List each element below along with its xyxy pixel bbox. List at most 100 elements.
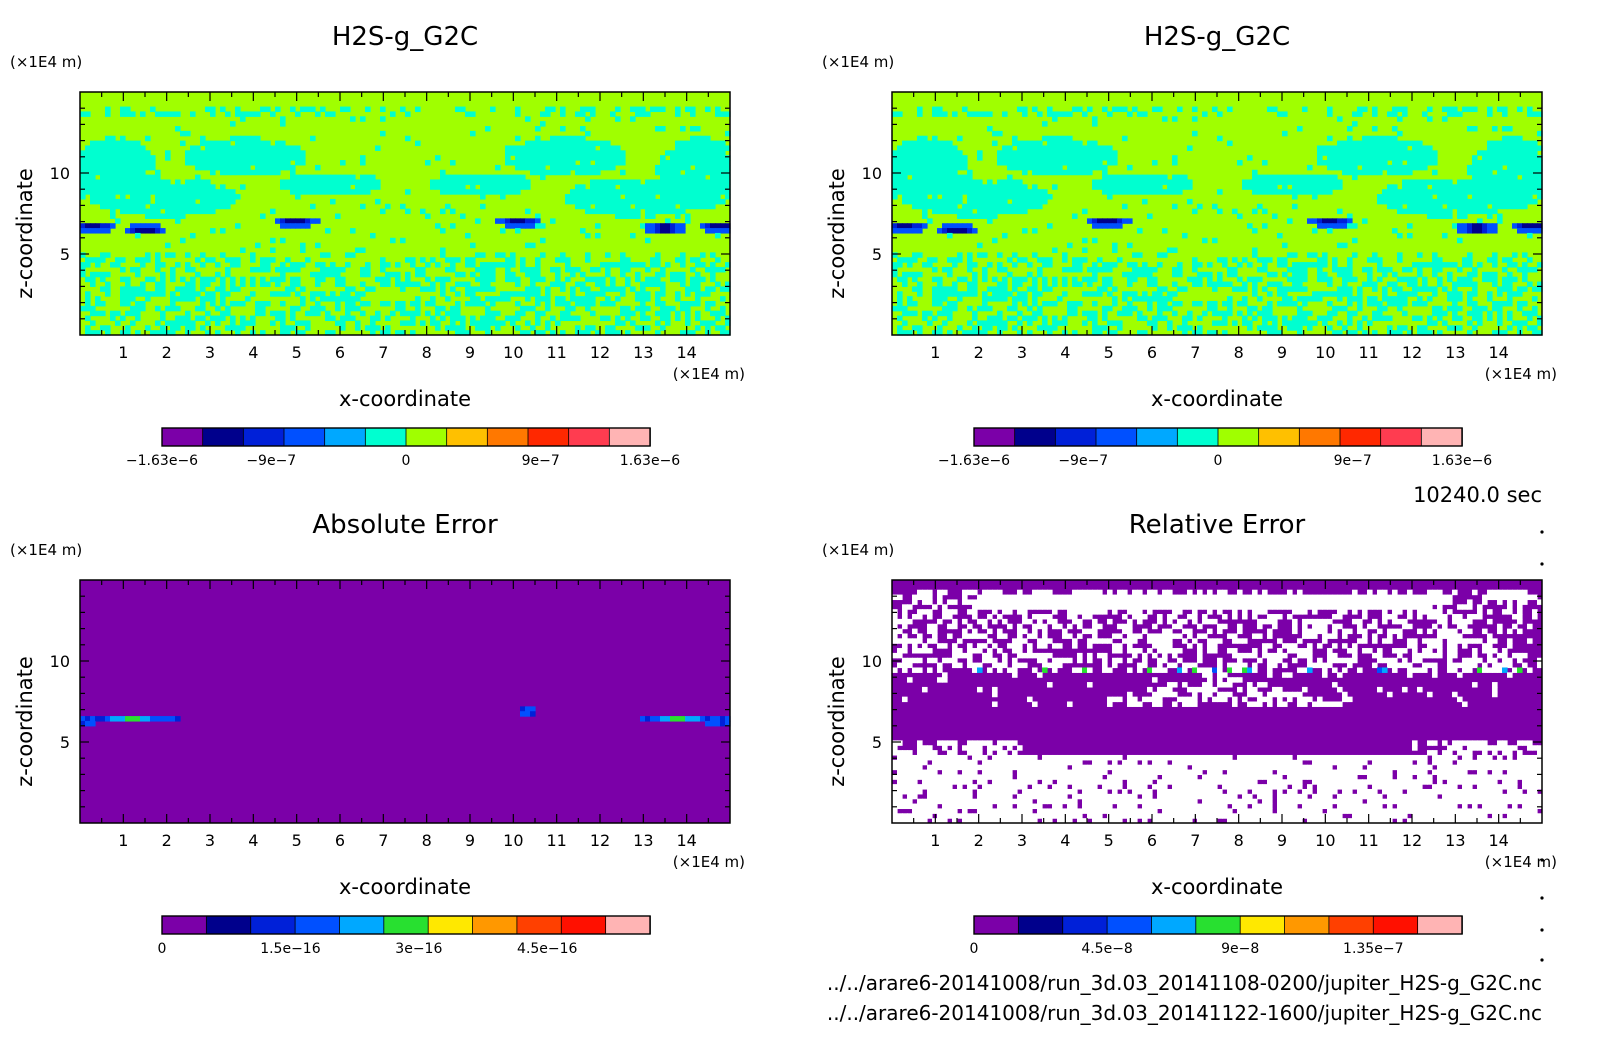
colorbar-swatch (1340, 428, 1381, 446)
x-tick-label: 8 (422, 343, 432, 362)
colorbar-swatch (1373, 916, 1418, 934)
x-tick-label: 11 (546, 831, 566, 850)
panel-title: H2S-g_G2C (332, 22, 478, 52)
colorbar-swatch (1096, 428, 1137, 446)
y-tick-label: 5 (60, 733, 70, 752)
x-tick-label: 10 (1315, 343, 1335, 362)
x-tick-label: 10 (503, 343, 523, 362)
x-tick-label: 6 (335, 343, 345, 362)
x-tick-label: 1 (930, 831, 940, 850)
x-tick-label: 1 (118, 343, 128, 362)
colorbar-swatch (1063, 916, 1108, 934)
x-tick-label: 3 (1017, 831, 1027, 850)
y-unit-label: (×1E4 m) (10, 53, 82, 71)
y-tick-label: 5 (60, 245, 70, 264)
x-tick-label: 9 (465, 343, 475, 362)
colorbar-label: 1.35e−7 (1343, 941, 1403, 957)
colorbar-swatch (206, 916, 251, 934)
colorbar-swatch (1177, 428, 1218, 446)
y-tick-label: 5 (872, 245, 882, 264)
edge-dot (1540, 958, 1543, 961)
x-tick-label: 11 (1358, 343, 1378, 362)
y-tick-label: 10 (862, 652, 882, 671)
footer-file-2: ../../arare6-20141008/run_3d.03_20141122… (827, 1001, 1542, 1025)
colorbar-swatch (1018, 916, 1063, 934)
colorbar-swatch (1055, 428, 1096, 446)
edge-dot (1540, 530, 1543, 533)
colorbar-swatch (251, 916, 296, 934)
colorbar-swatch (1151, 916, 1196, 934)
colorbar-swatch (295, 916, 340, 934)
x-tick-label: 13 (1445, 343, 1465, 362)
x-axis-label: x-coordinate (1151, 875, 1283, 899)
x-tick-label: 7 (1190, 343, 1200, 362)
colorbar-swatch (162, 428, 203, 446)
colorbar-swatch (609, 428, 650, 446)
colorbar-swatch (1381, 428, 1422, 446)
footer-file-1: ../../arare6-20141008/run_3d.03_20141108… (827, 971, 1542, 995)
x-tick-label: 14 (1488, 831, 1508, 850)
colorbar-label: 3e−16 (395, 941, 442, 957)
colorbar-label: 0 (1214, 453, 1223, 469)
x-tick-label: 12 (1402, 343, 1422, 362)
colorbar-swatch (974, 916, 1019, 934)
colorbar-label: 4.5e−8 (1081, 941, 1133, 957)
x-tick-label: 5 (1104, 831, 1114, 850)
colorbar-label: 0 (158, 941, 167, 957)
x-tick-label: 10 (503, 831, 523, 850)
colorbar-swatch (1137, 428, 1178, 446)
x-tick-label: 7 (1190, 831, 1200, 850)
colorbar-swatch (473, 916, 518, 934)
y-tick-label: 10 (862, 164, 882, 183)
colorbar-swatch (528, 428, 569, 446)
y-tick-label: 5 (872, 733, 882, 752)
x-axis-label: x-coordinate (339, 875, 471, 899)
colorbar-label: 9e−7 (1334, 453, 1372, 469)
colorbar-swatch (384, 916, 429, 934)
colorbar-label: −9e−7 (1058, 453, 1108, 469)
x-tick-label: 3 (1017, 343, 1027, 362)
x-tick-label: 4 (248, 343, 258, 362)
colorbar-swatch (1240, 916, 1285, 934)
x-tick-label: 13 (1445, 831, 1465, 850)
x-tick-label: 4 (248, 831, 258, 850)
colorbar-swatch (517, 916, 562, 934)
colorbar-swatch (1329, 916, 1374, 934)
edge-dot (1540, 928, 1543, 931)
colorbar-swatch (406, 428, 447, 446)
colorbar-label: 1.63e−6 (620, 453, 681, 469)
colorbar-label: 4.5e−16 (517, 941, 578, 957)
colorbar-swatch (974, 428, 1015, 446)
colorbar-swatch (203, 428, 244, 446)
colorbar-swatch (569, 428, 610, 446)
x-tick-label: 10 (1315, 831, 1335, 850)
x-tick-label: 9 (1277, 343, 1287, 362)
colorbar-swatch (162, 916, 207, 934)
x-tick-label: 2 (162, 343, 172, 362)
edge-dot (1540, 562, 1543, 565)
x-tick-label: 8 (422, 831, 432, 850)
colorbar-swatch (365, 428, 406, 446)
x-tick-label: 8 (1234, 831, 1244, 850)
panel-title: H2S-g_G2C (1144, 22, 1290, 52)
colorbar-label: 9e−8 (1221, 941, 1259, 957)
y-unit-label: (×1E4 m) (822, 53, 894, 71)
x-tick-label: 5 (292, 343, 302, 362)
y-axis-label: z-coordinate (13, 168, 37, 299)
x-tick-label: 3 (205, 831, 215, 850)
x-tick-label: 5 (1104, 343, 1114, 362)
colorbar-swatch (561, 916, 606, 934)
colorbar-label: 0 (970, 941, 979, 957)
x-tick-label: 3 (205, 343, 215, 362)
colorbar-label: 0 (402, 453, 411, 469)
colorbar-swatch (428, 916, 473, 934)
colorbar-swatch (1259, 428, 1300, 446)
x-tick-label: 14 (676, 831, 696, 850)
plot-area-background (80, 580, 730, 823)
